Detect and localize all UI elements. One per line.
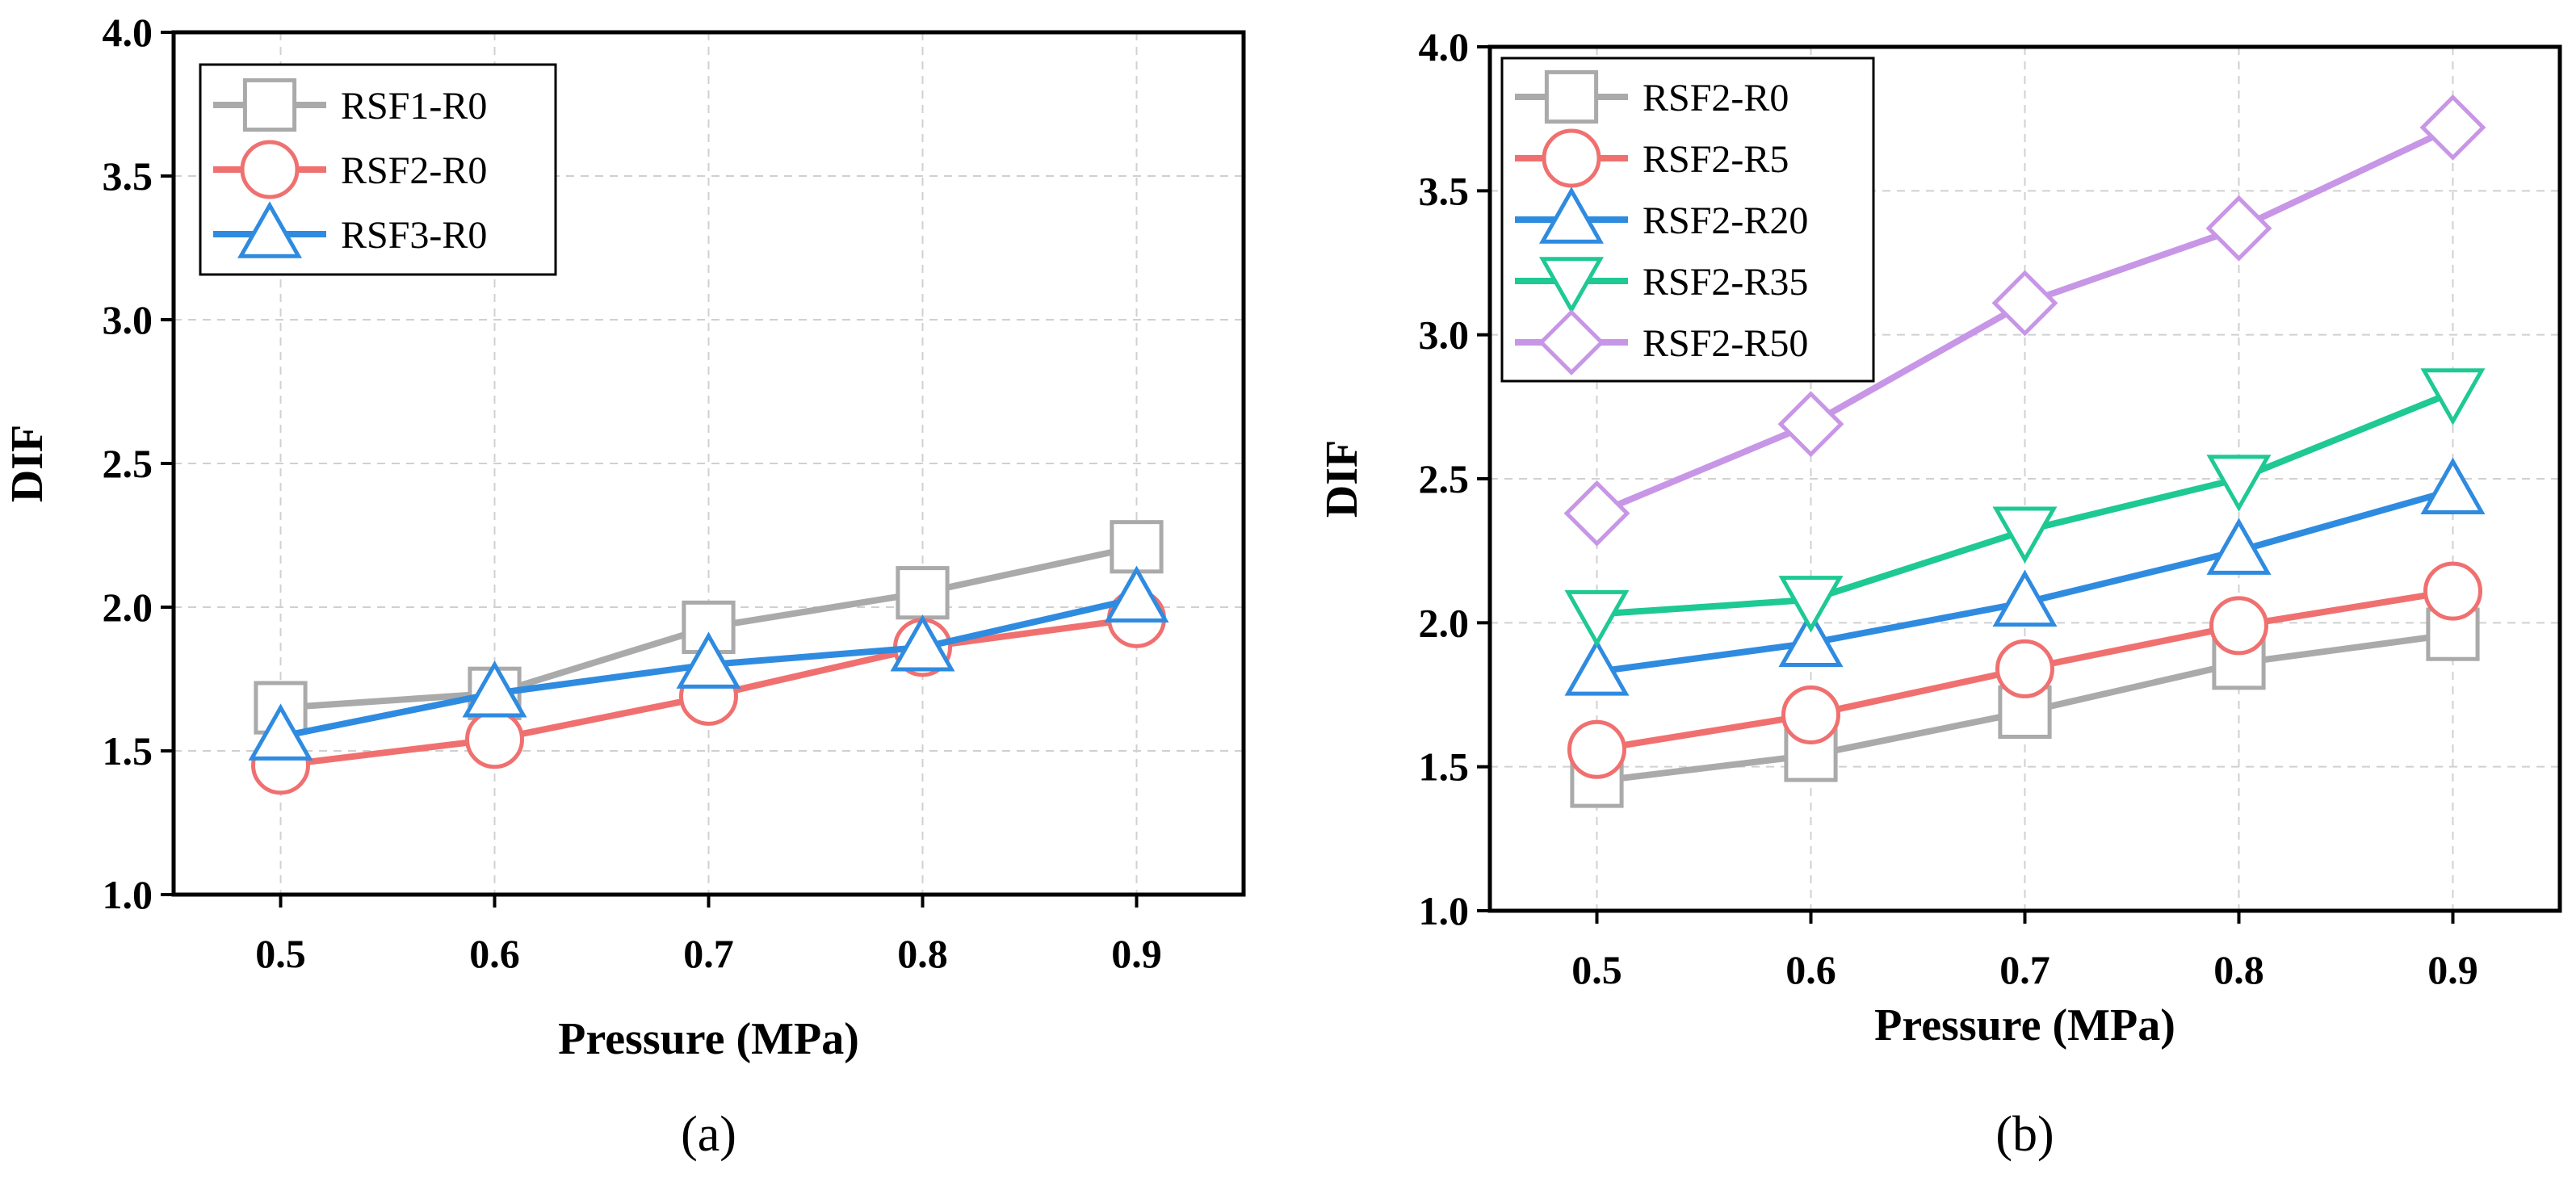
x-tick-label: 0.6 xyxy=(1785,947,1836,992)
data-point xyxy=(2209,596,2268,656)
y-tick-label: 1.5 xyxy=(1419,744,1470,790)
x-axis-title: Pressure (MPa) xyxy=(1874,1000,2175,1050)
legend-marker xyxy=(242,78,297,132)
data-point xyxy=(1778,576,1844,633)
legend-label: RSF2-R35 xyxy=(1643,261,1808,304)
x-tick-label: 0.5 xyxy=(1571,947,1622,992)
data-point xyxy=(2420,368,2486,426)
data-point xyxy=(1564,589,1630,648)
data-point xyxy=(896,566,950,620)
data-point xyxy=(1563,480,1630,547)
y-axis-title: DIF xyxy=(1317,440,1367,518)
y-tick-label: 3.5 xyxy=(103,153,153,199)
data-point xyxy=(2205,195,2272,262)
data-point xyxy=(890,614,955,672)
x-tick-label: 0.9 xyxy=(2427,947,2478,992)
data-point xyxy=(248,703,313,761)
data-point xyxy=(2206,455,2272,512)
data-point xyxy=(1991,270,2058,337)
legend-label: RSF1-R0 xyxy=(341,85,487,128)
series-RSF2-R20 xyxy=(1564,457,2486,696)
data-point xyxy=(462,660,527,718)
data-point xyxy=(1104,565,1169,623)
legend: RSF2-R0 RSF2-R5 RSF2-R20 RSF2-R35 RSF2-R50 xyxy=(1500,57,1875,383)
x-tick-label: 0.7 xyxy=(683,931,734,976)
series-RSF2-R50 xyxy=(1563,94,2486,547)
x-tick-label: 0.5 xyxy=(255,931,306,976)
x-tick-label: 0.7 xyxy=(1999,947,2050,992)
legend: RSF1-R0 RSF2-R0 RSF3-R0 xyxy=(199,63,557,276)
legend-label: RSF2-R50 xyxy=(1643,322,1808,365)
x-tick-label: 0.9 xyxy=(1111,931,1162,976)
data-point xyxy=(1992,506,2058,564)
y-tick-label: 4.0 xyxy=(103,10,153,55)
chart-panel-0: 0.5 0.6 0.7 0.8 0.9 1.0 1.5 2.0 2.5 3.0 3.5 4.0 Pres… xyxy=(2,10,1246,1162)
data-point xyxy=(1781,685,1840,744)
y-axis-title: DIF xyxy=(2,425,52,502)
y-tick-label: 2.0 xyxy=(1419,600,1470,645)
data-point xyxy=(1995,639,2054,698)
y-tick-label: 2.5 xyxy=(103,441,153,486)
y-tick-label: 3.5 xyxy=(1419,168,1470,213)
legend-marker xyxy=(1542,128,1601,188)
y-tick-label: 2.5 xyxy=(1419,456,1470,501)
data-point xyxy=(2420,457,2486,514)
panel-caption: (a) xyxy=(681,1107,736,1162)
data-point xyxy=(1777,391,1844,458)
legend-marker xyxy=(237,201,302,258)
legend-label: RSF3-R0 xyxy=(341,214,487,257)
legend-marker xyxy=(1538,309,1605,375)
y-tick-label: 3.0 xyxy=(1419,312,1470,358)
y-tick-label: 3.0 xyxy=(103,297,153,342)
x-tick-label: 0.6 xyxy=(469,931,520,976)
legend-marker xyxy=(1544,69,1599,124)
data-point xyxy=(1778,610,1844,667)
x-axis-title: Pressure (MPa) xyxy=(558,1014,859,1064)
data-point xyxy=(465,710,524,769)
legend-marker xyxy=(1539,187,1604,244)
data-point xyxy=(1110,520,1164,574)
legend-marker xyxy=(1539,257,1604,314)
data-point xyxy=(2206,518,2272,575)
legend-label: RSF2-R0 xyxy=(341,149,487,192)
series-RSF2-R35 xyxy=(1564,368,2486,648)
series-RSF3-R0 xyxy=(248,565,1169,761)
legend-marker xyxy=(240,140,300,199)
data-point xyxy=(1564,639,1630,696)
x-tick-label: 0.8 xyxy=(897,931,948,976)
x-tick-label: 0.8 xyxy=(2213,947,2264,992)
legend-label: RSF2-R20 xyxy=(1643,199,1808,242)
legend-label: RSF2-R5 xyxy=(1643,138,1789,181)
y-tick-label: 1.5 xyxy=(103,728,153,773)
y-tick-label: 1.0 xyxy=(1419,888,1470,933)
legend-label: RSF2-R0 xyxy=(1643,77,1789,119)
data-point xyxy=(2419,94,2486,161)
data-point xyxy=(1567,719,1626,779)
data-point xyxy=(676,631,741,689)
y-tick-label: 1.0 xyxy=(103,872,153,917)
chart-panel-1: 0.5 0.6 0.7 0.8 0.9 1.0 1.5 2.0 2.5 3.0 3.5 4.0 Pres… xyxy=(1317,24,2562,1162)
panel-caption: (b) xyxy=(1995,1107,2054,1162)
data-point xyxy=(2426,607,2480,661)
data-point xyxy=(2423,561,2482,621)
series-RSF2-R5 xyxy=(1567,561,2482,779)
y-tick-label: 4.0 xyxy=(1419,24,1470,69)
y-tick-label: 2.0 xyxy=(103,585,153,630)
data-point xyxy=(1992,569,2058,627)
